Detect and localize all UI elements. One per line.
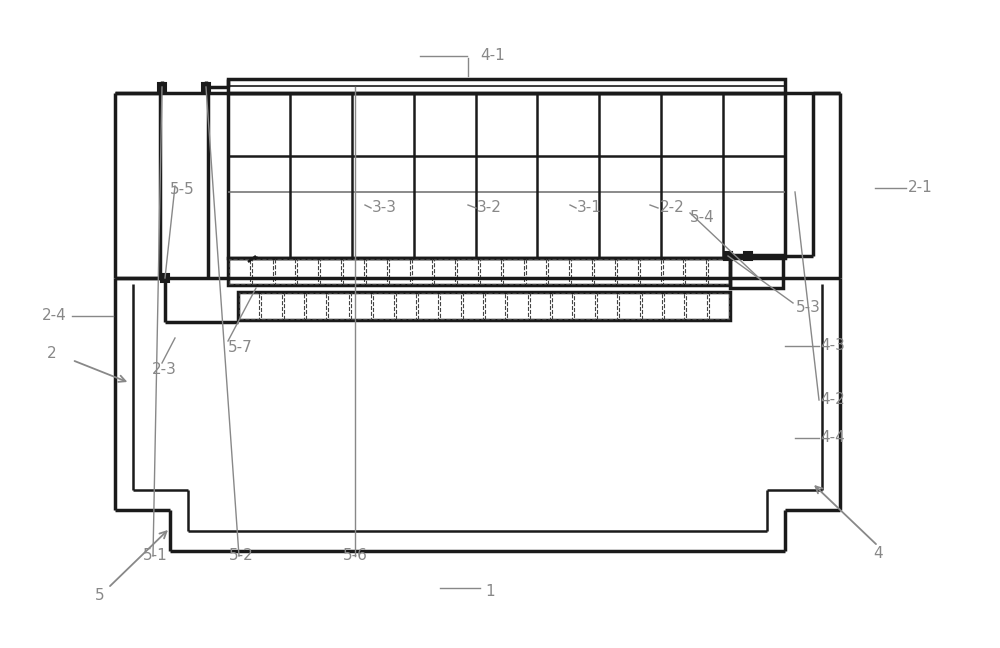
Bar (239, 293, 259, 319)
Bar (597, 293, 617, 319)
Text: 4-4: 4-4 (820, 430, 845, 446)
Text: 2-4: 2-4 (42, 308, 67, 323)
Bar (161, 274, 169, 282)
Bar (284, 293, 304, 319)
Bar (619, 293, 640, 319)
Text: 2: 2 (47, 345, 57, 360)
Bar (463, 293, 483, 319)
Text: 3-1: 3-1 (577, 200, 602, 216)
Text: 4-2: 4-2 (820, 393, 845, 408)
Bar (158, 83, 166, 91)
Bar (724, 252, 732, 260)
Bar (507, 293, 528, 319)
Bar (396, 293, 416, 319)
Bar (228, 79, 785, 93)
Bar (366, 259, 387, 284)
Bar (306, 293, 326, 319)
Bar (485, 293, 505, 319)
Text: 5-7: 5-7 (228, 340, 253, 356)
Text: 2-2: 2-2 (660, 200, 685, 216)
Bar (642, 293, 662, 319)
Text: 2-3: 2-3 (152, 362, 177, 378)
Bar (617, 259, 638, 284)
Text: 3-2: 3-2 (477, 200, 502, 216)
Bar (530, 293, 550, 319)
Bar (709, 293, 729, 319)
Bar (412, 259, 432, 284)
Bar (594, 259, 615, 284)
Bar (685, 259, 706, 284)
Bar (261, 293, 282, 319)
Text: 3-3: 3-3 (372, 200, 397, 216)
Bar (552, 293, 572, 319)
Bar (252, 259, 273, 284)
Bar (503, 259, 524, 284)
Bar (480, 259, 501, 284)
Text: 5-3: 5-3 (796, 301, 821, 316)
Bar (297, 259, 318, 284)
Bar (440, 293, 461, 319)
Text: 4-3: 4-3 (820, 338, 845, 354)
Text: 5-5: 5-5 (170, 183, 195, 198)
Text: 5: 5 (95, 588, 105, 603)
Bar (708, 259, 729, 284)
Text: 5-4: 5-4 (690, 211, 715, 226)
Bar (389, 259, 410, 284)
Bar (320, 259, 341, 284)
Bar (238, 292, 730, 320)
Bar (373, 293, 394, 319)
Text: 4: 4 (873, 546, 883, 561)
Bar (571, 259, 592, 284)
Bar (686, 293, 707, 319)
Text: 2-1: 2-1 (908, 181, 933, 196)
Text: 1: 1 (485, 583, 495, 599)
Bar (228, 258, 730, 285)
Bar (548, 259, 569, 284)
Text: 5-1: 5-1 (143, 548, 168, 564)
Bar (640, 259, 661, 284)
Text: 5-6: 5-6 (343, 548, 368, 564)
Bar (744, 252, 752, 260)
Bar (343, 259, 364, 284)
Bar (663, 259, 683, 284)
Bar (228, 93, 785, 258)
Bar (418, 293, 438, 319)
Bar (574, 293, 595, 319)
Bar (202, 83, 210, 91)
Bar (457, 259, 478, 284)
Bar (229, 259, 250, 284)
Bar (351, 293, 371, 319)
Bar (664, 293, 684, 319)
Text: 5-2: 5-2 (229, 548, 254, 564)
Bar (275, 259, 295, 284)
Bar (434, 259, 455, 284)
Bar (526, 259, 546, 284)
Text: 4-1: 4-1 (480, 47, 505, 62)
Bar (328, 293, 349, 319)
Bar (730, 255, 783, 288)
